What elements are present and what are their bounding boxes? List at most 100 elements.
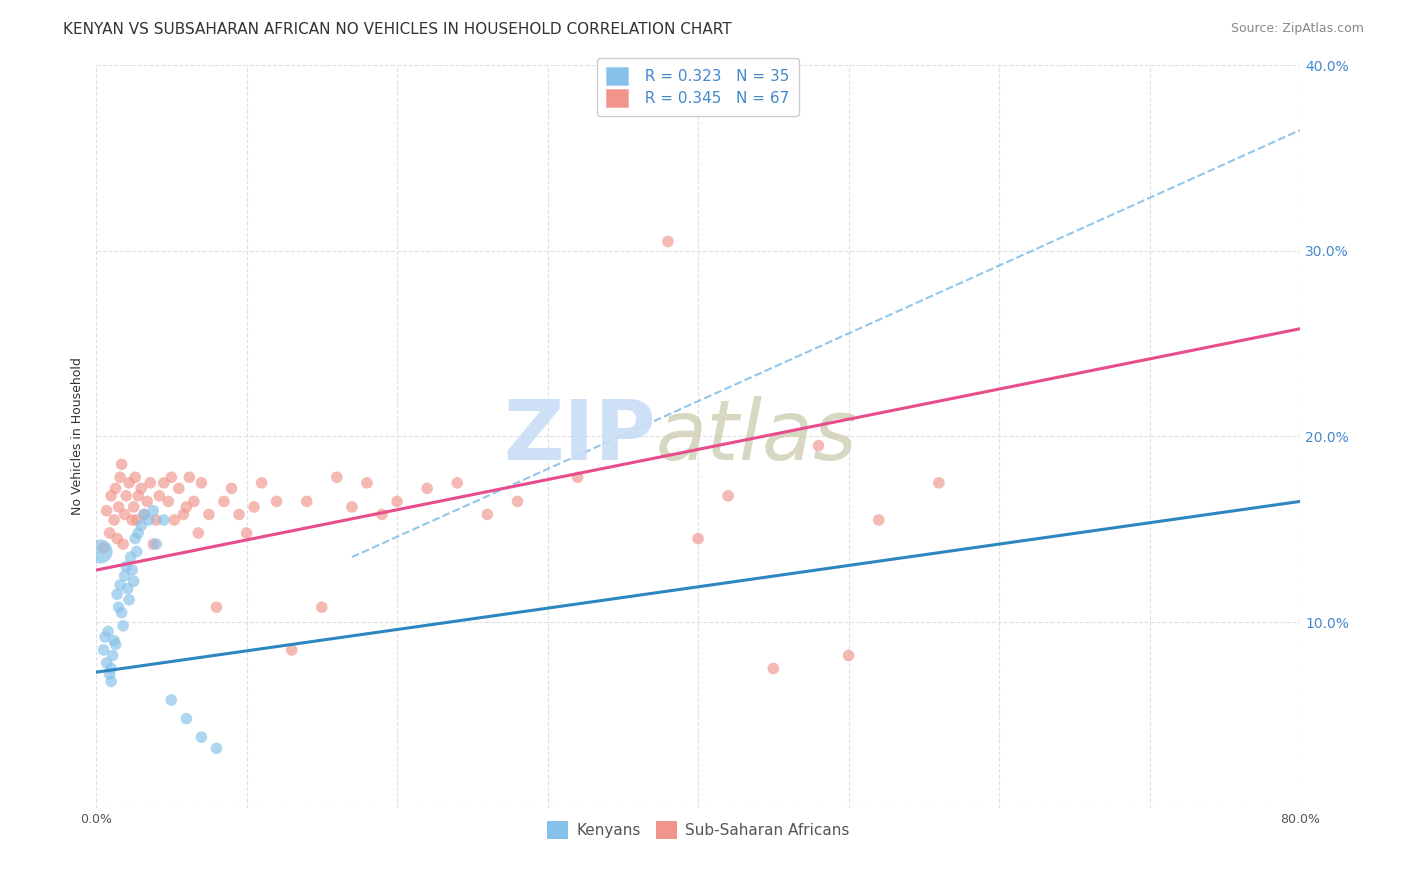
Point <box>101 648 124 663</box>
Point <box>311 600 333 615</box>
Point <box>183 494 205 508</box>
Point <box>567 470 589 484</box>
Y-axis label: No Vehicles in Household: No Vehicles in Household <box>72 358 84 516</box>
Point <box>104 482 127 496</box>
Point <box>103 513 125 527</box>
Point <box>120 550 142 565</box>
Point <box>111 606 134 620</box>
Point <box>121 563 143 577</box>
Point <box>717 489 740 503</box>
Point <box>686 532 709 546</box>
Point <box>187 525 209 540</box>
Point <box>139 475 162 490</box>
Point <box>93 643 115 657</box>
Point <box>138 513 160 527</box>
Point <box>136 494 159 508</box>
Point <box>90 544 112 558</box>
Text: atlas: atlas <box>657 396 858 477</box>
Point <box>142 537 165 551</box>
Point <box>371 508 394 522</box>
Point <box>340 500 363 514</box>
Point <box>160 470 183 484</box>
Point <box>145 513 167 527</box>
Point <box>127 525 149 540</box>
Point <box>838 648 860 663</box>
Point <box>122 574 145 589</box>
Point <box>928 475 950 490</box>
Point <box>118 592 141 607</box>
Point <box>446 475 468 490</box>
Point <box>115 489 138 503</box>
Point <box>152 513 174 527</box>
Point <box>97 624 120 639</box>
Point <box>129 482 152 496</box>
Point <box>266 494 288 508</box>
Point <box>118 475 141 490</box>
Point <box>107 500 129 514</box>
Point <box>167 482 190 496</box>
Point <box>657 235 679 249</box>
Point <box>807 439 830 453</box>
Point <box>108 578 131 592</box>
Point <box>243 500 266 514</box>
Point <box>96 656 118 670</box>
Point <box>127 489 149 503</box>
Point <box>104 637 127 651</box>
Point <box>506 494 529 508</box>
Text: Source: ZipAtlas.com: Source: ZipAtlas.com <box>1230 22 1364 36</box>
Point <box>250 475 273 490</box>
Text: ZIP: ZIP <box>503 396 657 477</box>
Point <box>134 508 156 522</box>
Point <box>115 559 138 574</box>
Point <box>145 537 167 551</box>
Point <box>96 504 118 518</box>
Point <box>125 513 148 527</box>
Text: KENYAN VS SUBSAHARAN AFRICAN NO VEHICLES IN HOUSEHOLD CORRELATION CHART: KENYAN VS SUBSAHARAN AFRICAN NO VEHICLES… <box>63 22 733 37</box>
Point <box>111 457 134 471</box>
Point <box>148 489 170 503</box>
Point <box>114 568 136 582</box>
Point <box>190 475 212 490</box>
Point <box>105 532 128 546</box>
Point <box>142 504 165 518</box>
Point <box>295 494 318 508</box>
Point <box>129 518 152 533</box>
Point <box>125 544 148 558</box>
Point <box>124 532 146 546</box>
Point <box>157 494 180 508</box>
Point <box>94 630 117 644</box>
Point <box>100 489 122 503</box>
Point <box>93 541 115 555</box>
Point <box>107 600 129 615</box>
Point <box>280 643 302 657</box>
Point <box>205 741 228 756</box>
Point <box>762 661 785 675</box>
Point <box>117 582 139 596</box>
Point <box>176 712 198 726</box>
Point <box>385 494 408 508</box>
Point <box>198 508 221 522</box>
Point <box>176 500 198 514</box>
Point <box>172 508 194 522</box>
Point <box>416 482 439 496</box>
Point <box>160 693 183 707</box>
Point <box>212 494 235 508</box>
Point <box>326 470 349 484</box>
Point <box>190 730 212 744</box>
Point <box>235 525 257 540</box>
Point <box>356 475 378 490</box>
Point <box>124 470 146 484</box>
Point <box>205 600 228 615</box>
Point <box>112 537 135 551</box>
Point <box>868 513 890 527</box>
Point <box>152 475 174 490</box>
Point <box>100 661 122 675</box>
Point <box>98 525 121 540</box>
Point <box>122 500 145 514</box>
Point <box>100 674 122 689</box>
Point <box>134 508 156 522</box>
Point <box>105 587 128 601</box>
Point <box>103 633 125 648</box>
Point <box>163 513 186 527</box>
Point <box>121 513 143 527</box>
